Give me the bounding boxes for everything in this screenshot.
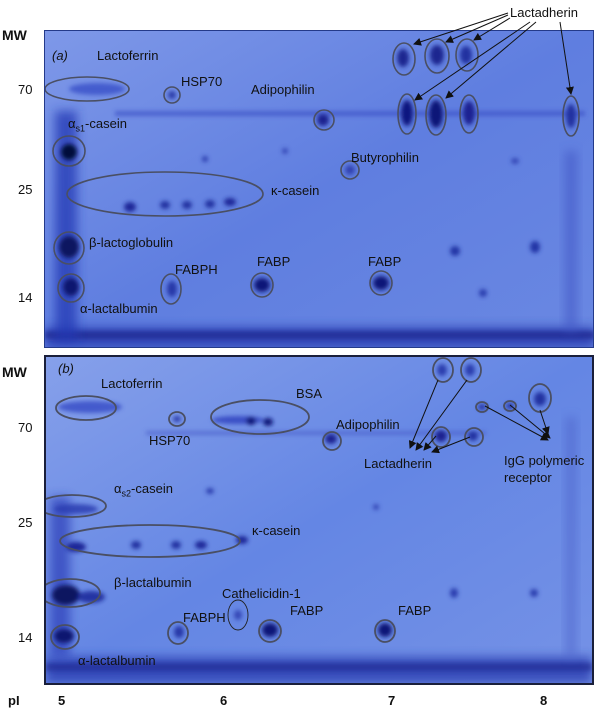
label-adipophilin-a: Adipophilin xyxy=(251,82,315,97)
alpha-s2-suffix: -casein xyxy=(131,481,173,496)
label-kappa-casein-a: κ-casein xyxy=(271,183,320,198)
label-adipophilin-b: Adipophilin xyxy=(336,417,400,432)
label-fabph-a: FABPH xyxy=(175,262,218,277)
label-alpha-lactalbumin-b: α-lactalbumin xyxy=(78,653,156,668)
label-lactoferrin-a: Lactoferrin xyxy=(97,48,159,63)
label-alpha-s1-casein-a: αs1-casein xyxy=(68,117,127,134)
panel-a-label: (a) xyxy=(52,48,68,63)
label-fabph-b: FABPH xyxy=(183,610,226,625)
label-cathelicidin-b: Cathelicidin-1 xyxy=(222,586,301,601)
alpha-s2-symbol: α xyxy=(114,481,122,496)
mw-tick-14-b: 14 xyxy=(18,630,33,645)
label-fabp-2-a: FABP xyxy=(368,254,402,269)
label-lactoferrin-b: Lactoferrin xyxy=(101,376,163,391)
label-igg-receptor-line2-b: receptor xyxy=(504,470,552,485)
pi-tick-8: 8 xyxy=(540,693,548,708)
gel-panel-a: (a) Lactoferrin HSP70 Adipophilin αs1-ca… xyxy=(44,30,594,348)
mw-tick-14-a: 14 xyxy=(18,290,33,305)
mw-tick-70-a: 70 xyxy=(18,82,33,97)
pi-axis-label: pI xyxy=(8,693,20,708)
label-lactadherin-a: Lactadherin xyxy=(510,5,578,20)
pi-tick-7: 7 xyxy=(388,693,396,708)
label-hsp70-a: HSP70 xyxy=(181,74,223,89)
alpha-s1-subscript: s1 xyxy=(75,123,86,134)
label-beta-lactoglobulin-a: β-lactoglobulin xyxy=(89,235,174,250)
pi-tick-6: 6 xyxy=(220,693,228,708)
mw-tick-25-a: 25 xyxy=(18,182,33,197)
label-lactadherin-b: Lactadherin xyxy=(364,456,432,471)
mw-axis-label-b: MW xyxy=(2,364,27,380)
panel-b-label: (b) xyxy=(58,361,74,376)
alpha-s2-subscript: s2 xyxy=(121,488,132,499)
label-fabp-1-a: FABP xyxy=(257,254,291,269)
label-igg-receptor-line1-b: IgG polymeric xyxy=(504,453,585,468)
label-butyrophilin-a: Butyrophilin xyxy=(351,150,419,165)
label-alpha-lactalbumin-a: α-lactalbumin xyxy=(80,301,158,316)
gel-panel-b: (b) Lactoferrin BSA HSP70 Adipophilin La… xyxy=(44,355,594,685)
label-fabp-2-b: FABP xyxy=(398,603,432,618)
mw-axis-label-a: MW xyxy=(2,27,27,43)
gel-image-b xyxy=(46,357,592,683)
label-alpha-s2-casein-b: αs2-casein xyxy=(114,482,173,499)
label-kappa-casein-b: κ-casein xyxy=(252,523,301,538)
label-hsp70-b: HSP70 xyxy=(149,433,191,448)
mw-tick-70-b: 70 xyxy=(18,420,33,435)
label-fabp-1-b: FABP xyxy=(290,603,324,618)
alpha-s1-suffix: -casein xyxy=(85,116,127,131)
mw-tick-25-b: 25 xyxy=(18,515,33,530)
label-bsa-b: BSA xyxy=(296,386,323,401)
label-beta-lactalbumin-b: β-lactalbumin xyxy=(114,575,192,590)
pi-tick-5: 5 xyxy=(58,693,66,708)
alpha-s1-symbol: α xyxy=(68,116,76,131)
